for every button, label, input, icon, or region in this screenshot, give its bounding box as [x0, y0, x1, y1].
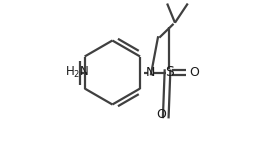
Text: H$_2$N: H$_2$N — [65, 65, 90, 80]
Text: O: O — [156, 108, 166, 121]
Text: S: S — [165, 66, 174, 79]
Text: N: N — [146, 66, 155, 79]
Text: O: O — [189, 66, 199, 79]
